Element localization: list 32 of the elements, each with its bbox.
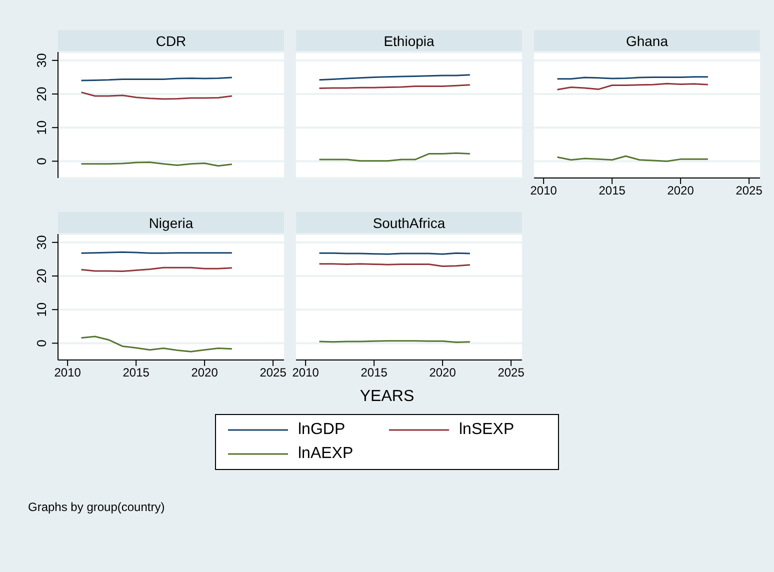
chart-title: Ghana: [534, 30, 760, 52]
y-tick-label: 10: [34, 302, 49, 317]
y-tick-label: 20: [34, 268, 49, 284]
x-tick-label: 2020: [191, 366, 218, 380]
x-tick-label: 2025: [260, 366, 287, 380]
y-tick-label: 10: [34, 120, 49, 135]
x-tick-label: 2025: [498, 366, 525, 380]
chart-title: SouthAfrica: [296, 212, 522, 234]
x-tick-label: 2015: [360, 366, 388, 380]
x-tick-label: 2020: [429, 366, 456, 380]
x-tick-label: 2015: [122, 366, 150, 380]
x-tick-label: 2015: [598, 184, 626, 198]
x-tick-label: 2010: [54, 366, 82, 380]
legend-label: lnAEXP: [298, 445, 354, 463]
x-tick-label: 2010: [292, 366, 320, 380]
x-tick-label: 2010: [530, 184, 558, 198]
y-tick-label: 30: [34, 235, 49, 250]
chart-title: Nigeria: [58, 212, 284, 234]
x-tick-label: 2020: [667, 184, 694, 198]
x-axis-title: YEARS: [358, 388, 416, 406]
y-tick-label: 0: [34, 340, 49, 347]
chart-title: Ethiopia: [296, 30, 522, 52]
y-tick-label: 30: [34, 53, 49, 68]
line-series: [80, 336, 233, 352]
y-tick-label: 20: [34, 86, 49, 102]
x-tick-label: 2025: [736, 184, 763, 198]
line-series: [80, 92, 233, 100]
legend-label: lnSEXP: [459, 421, 514, 439]
text: Graphs by group(country): [28, 500, 165, 514]
y-tick-label: 0: [34, 158, 49, 165]
chart-title: CDR: [58, 30, 284, 52]
legend-label: lnGDP: [298, 421, 346, 439]
